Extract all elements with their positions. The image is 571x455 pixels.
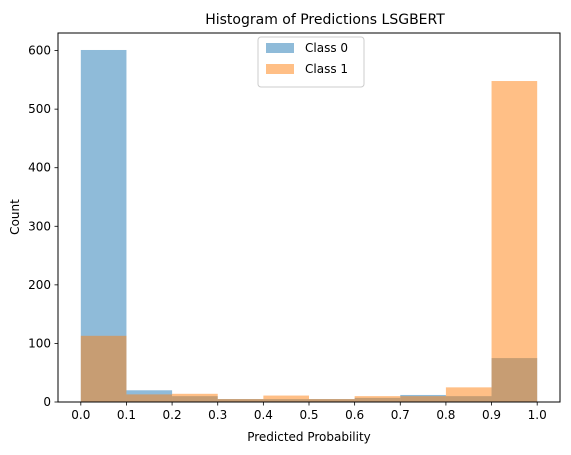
bar-class-1-bin-0 xyxy=(80,335,127,402)
legend-label-class-0: Class 0 xyxy=(305,41,348,55)
y-tick-label: 0 xyxy=(43,395,51,409)
legend-swatch-class-0 xyxy=(266,43,294,53)
x-tick-label: 0.2 xyxy=(163,408,182,422)
y-tick-label: 400 xyxy=(28,161,51,175)
bar-class-1-bin-8 xyxy=(445,387,492,402)
legend-swatch-class-1 xyxy=(266,64,294,74)
bar-class-1-bin-1 xyxy=(126,394,173,402)
x-tick-label: 0.7 xyxy=(391,408,410,422)
bar-class-1-bin-4 xyxy=(263,395,309,402)
legend: Class 0 Class 1 xyxy=(257,36,365,88)
bar-class-1-bin-5 xyxy=(309,399,355,402)
x-axis-label: Predicted Probability xyxy=(247,430,371,444)
x-tick-label: 0.4 xyxy=(254,408,273,422)
plot-frame xyxy=(57,32,561,403)
x-tick-label: 0.3 xyxy=(208,408,227,422)
x-axis: 0.0 0.1 0.2 0.3 0.4 0.5 0.6 0.7 0.8 0.9 1.0 xyxy=(71,402,547,422)
y-axis-label: Count xyxy=(8,199,22,235)
x-tick-label: 0.8 xyxy=(436,408,455,422)
bar-class-1-bin-7 xyxy=(400,396,446,402)
y-tick-label: 300 xyxy=(28,219,51,233)
bars-group xyxy=(80,49,538,403)
y-tick-label: 500 xyxy=(28,102,51,116)
x-tick-label: 1.0 xyxy=(528,408,547,422)
bar-class-1-bin-9 xyxy=(491,81,538,403)
bar-class-1-bin-2 xyxy=(172,393,218,402)
y-tick-label: 100 xyxy=(28,336,51,350)
x-tick-label: 0.9 xyxy=(482,408,501,422)
x-tick-label: 0.5 xyxy=(299,408,318,422)
bar-class-1-bin-3 xyxy=(217,399,264,402)
y-axis: 0 100 200 300 400 500 600 xyxy=(28,44,58,409)
legend-label-class-1: Class 1 xyxy=(305,62,348,76)
y-tick-label: 600 xyxy=(28,44,51,58)
y-tick-label: 200 xyxy=(28,278,51,292)
x-tick-label: 0.6 xyxy=(345,408,364,422)
bar-class-1-bin-6 xyxy=(354,396,401,402)
x-tick-label: 0.1 xyxy=(117,408,136,422)
x-tick-label: 0.0 xyxy=(71,408,90,422)
chart-title: Histogram of Predictions LSGBERT xyxy=(205,12,445,28)
